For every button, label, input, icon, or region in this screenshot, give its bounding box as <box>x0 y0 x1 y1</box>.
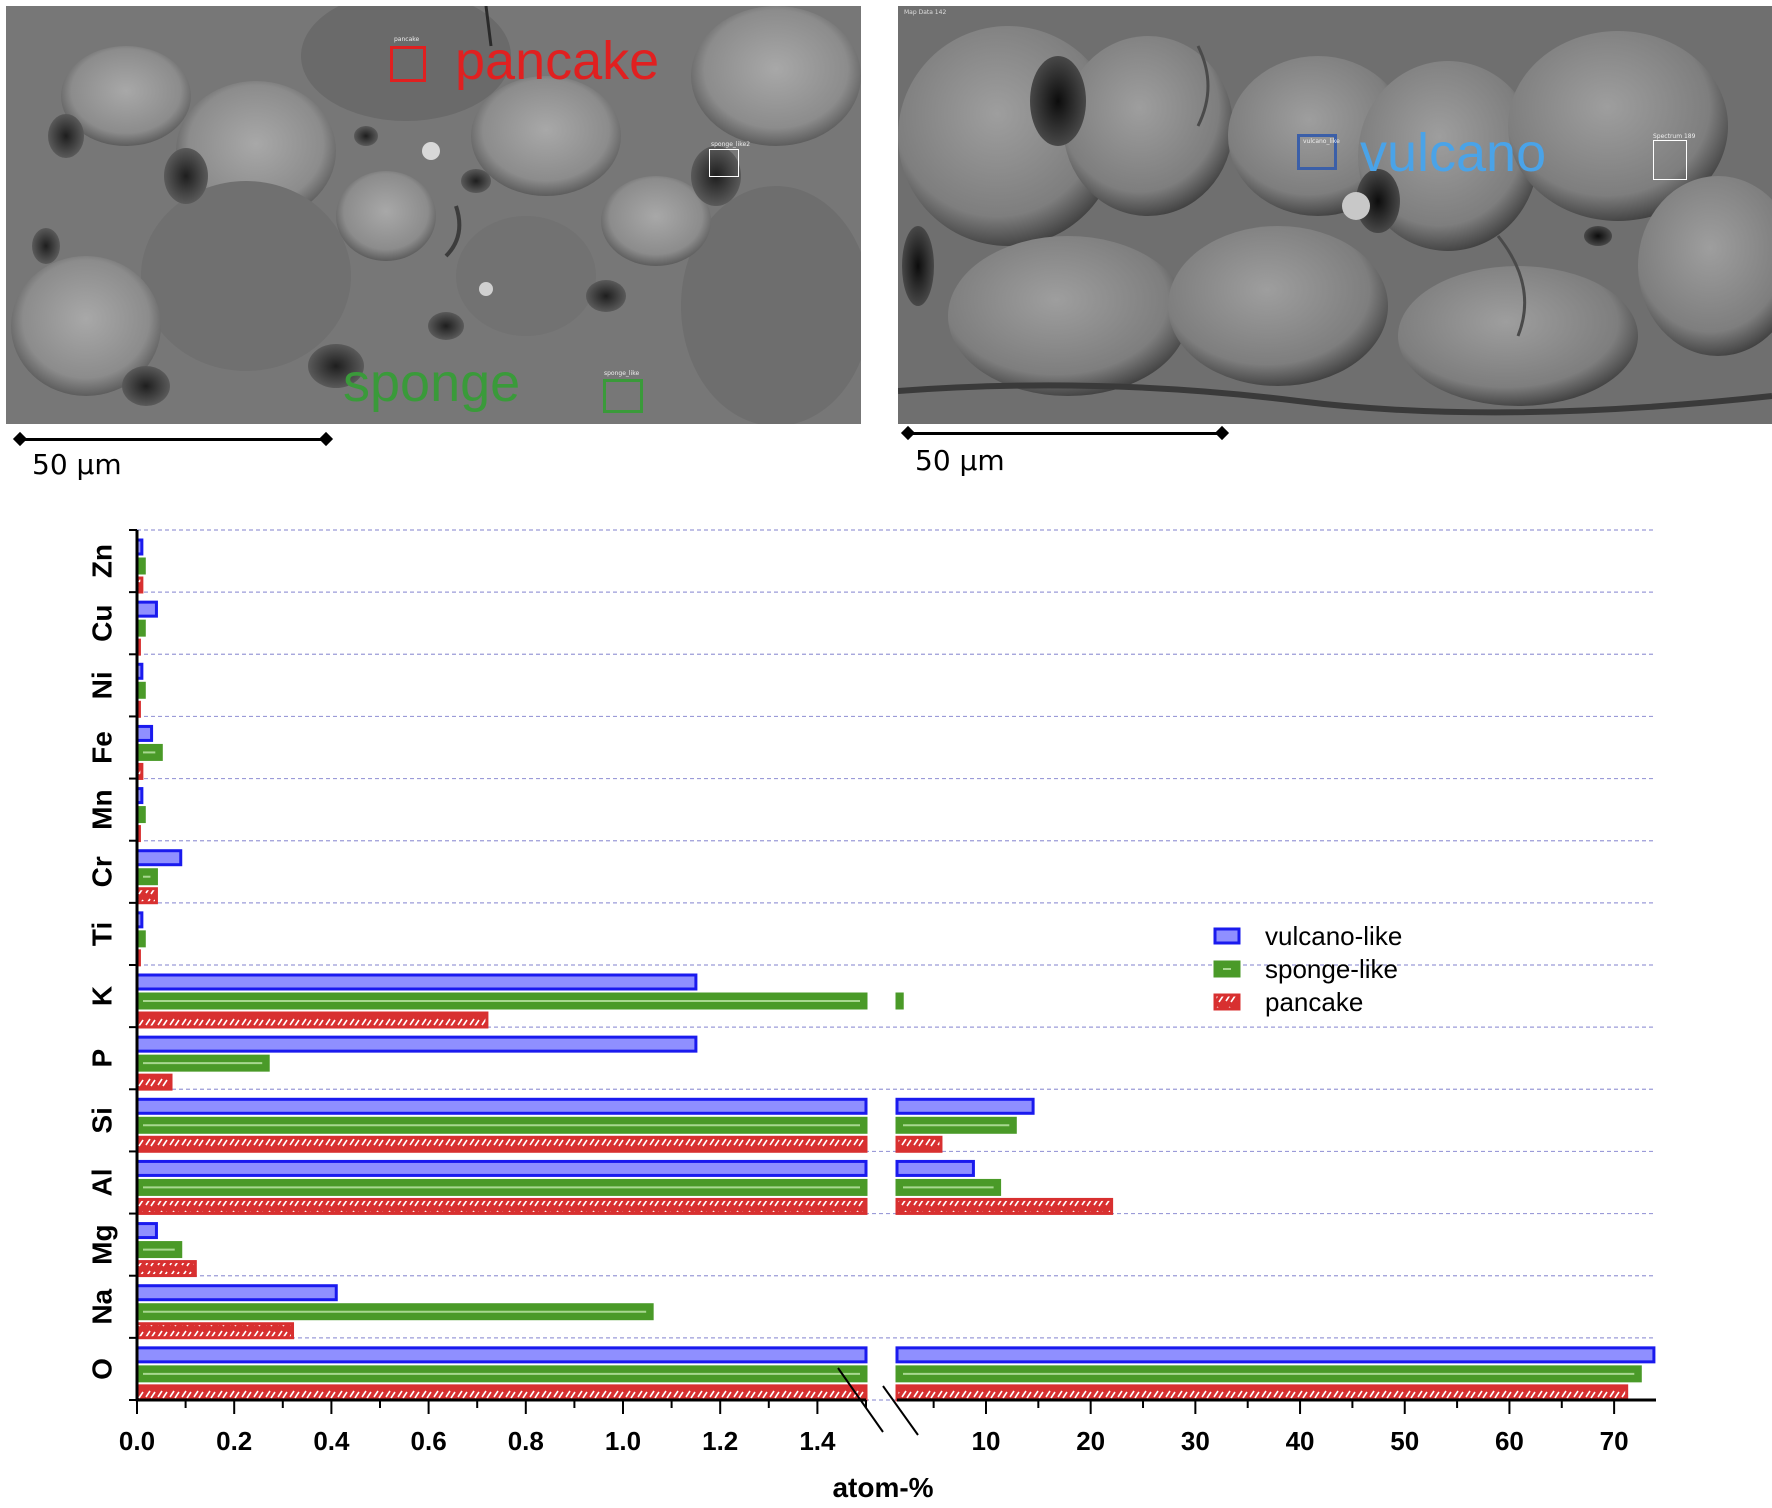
left-scale-bar-label: 50 µm <box>32 448 122 481</box>
sem-micrograph-left: pancake pancake sponge_like sponge spong… <box>6 6 861 424</box>
x-tick-label: 50 <box>1390 1426 1419 1456</box>
bar-pancake-O-cont <box>895 1384 1629 1402</box>
axis-break-mark <box>837 1367 884 1433</box>
bar-pancake-Al-cont <box>895 1197 1114 1215</box>
x-tick-label: 60 <box>1495 1426 1524 1456</box>
category-label: Si <box>86 1107 117 1133</box>
category-label: Na <box>86 1288 117 1324</box>
left-scale-bar <box>20 438 326 441</box>
bar-vulcano-like-K <box>135 973 698 991</box>
sponge-region-label: sponge <box>343 353 521 413</box>
legend-swatch-pancake <box>1213 993 1241 1011</box>
category-label: Cu <box>86 605 117 642</box>
right-scale-bar-label: 50 µm <box>915 444 1005 477</box>
x-tick-label: 20 <box>1076 1426 1105 1456</box>
spectrum-roi-box <box>1653 140 1687 180</box>
category-label: P <box>86 1049 117 1068</box>
legend-label-vulcano-like: vulcano-like <box>1265 921 1402 951</box>
bar-vulcano-like-Si-cont <box>895 1097 1035 1115</box>
x-tick-label: 0.8 <box>508 1426 544 1456</box>
x-tick-label: 0.2 <box>216 1426 252 1456</box>
bar-vulcano-like-Na <box>135 1284 338 1302</box>
category-label: Fe <box>86 731 117 764</box>
right-scale-bar-start <box>900 425 916 441</box>
x-tick-label: 1.0 <box>605 1426 641 1456</box>
x-tick-label: 40 <box>1286 1426 1315 1456</box>
legend-label-sponge-like: sponge-like <box>1265 954 1398 984</box>
bar-vulcano-like-O <box>135 1346 868 1364</box>
category-label: Ni <box>86 671 117 699</box>
sponge2-roi-label: sponge_like2 <box>711 141 751 148</box>
sem-texture-left <box>6 6 861 424</box>
x-tick-label: 10 <box>972 1426 1001 1456</box>
category-label: Al <box>86 1169 117 1197</box>
category-label: Mg <box>86 1224 117 1264</box>
category-label: Zn <box>86 544 117 578</box>
right-map-label: Map Data 142 <box>904 9 947 16</box>
bar-pancake-Mg <box>135 1260 197 1278</box>
bar-pancake-K <box>135 1011 489 1029</box>
left-scale-bar-start <box>12 431 28 447</box>
bar-pancake-Cr <box>135 887 158 905</box>
bar-vulcano-like-Cu <box>135 600 158 618</box>
bar-vulcano-like-P <box>135 1035 698 1053</box>
axis-break-mark <box>882 1385 919 1436</box>
bar-vulcano-like-Al <box>135 1159 868 1177</box>
bar-vulcano-like-Fe <box>135 724 154 742</box>
x-tick-label: 30 <box>1181 1426 1210 1456</box>
bar-vulcano-like-Si <box>135 1097 868 1115</box>
vulcano-roi-label: vulcano_like <box>1303 138 1340 145</box>
bar-pancake-Si <box>135 1135 868 1153</box>
sem-texture-right <box>898 6 1772 424</box>
pancake-roi-label: pancake <box>394 36 420 43</box>
x-tick-label: 1.2 <box>702 1426 738 1456</box>
vulcano-roi-box <box>1297 134 1337 170</box>
x-axis-title: atom-% <box>832 1472 933 1503</box>
legend-label-pancake: pancake <box>1265 987 1363 1017</box>
bar-vulcano-like-Cr <box>135 849 183 867</box>
bar-pancake-O <box>135 1384 868 1402</box>
category-label: O <box>86 1358 117 1380</box>
pancake-region-label: pancake <box>455 31 660 91</box>
x-tick-label: 70 <box>1600 1426 1629 1456</box>
x-tick-label: 0.6 <box>411 1426 447 1456</box>
x-tick-label: 1.4 <box>799 1426 836 1456</box>
x-tick-label: 0.0 <box>119 1426 155 1456</box>
bar-sponge-like-K-cont <box>895 992 904 1010</box>
sem-micrograph-right: Map Data 142 vulcano_like vulcano Spectr… <box>898 6 1772 424</box>
category-label: Ti <box>86 922 117 946</box>
right-scale-bar <box>908 432 1222 435</box>
bar-pancake-Al <box>135 1197 868 1215</box>
bar-vulcano-like-O-cont <box>895 1346 1656 1364</box>
bar-pancake-P <box>135 1073 173 1091</box>
category-label: Cr <box>86 856 117 887</box>
sponge2-roi-box <box>709 149 739 177</box>
element-composition-chart: Zn Cu Ni Fe Mn Cr Ti K P Si Al Mg Na O 0.0 0.2 0.4 0.6 0.8… <box>86 529 1656 1503</box>
bar-pancake-Na <box>135 1322 295 1340</box>
category-label: Mn <box>86 789 117 829</box>
spectrum-roi-label: Spectrum 189 <box>1653 133 1696 140</box>
vulcano-region-label: vulcano <box>1360 123 1547 183</box>
x-tick-label: 0.4 <box>313 1426 350 1456</box>
bar-vulcano-like-Al-cont <box>895 1159 975 1177</box>
pancake-roi-box <box>390 46 426 82</box>
sponge-roi-box <box>603 379 643 413</box>
legend-swatch-vulcano-like <box>1213 927 1241 945</box>
category-label: K <box>86 986 117 1006</box>
bar-pancake-Si-cont <box>895 1135 943 1153</box>
sponge-roi-label: sponge_like <box>604 370 640 377</box>
left-scale-bar-end <box>318 431 334 447</box>
right-scale-bar-end <box>1214 425 1230 441</box>
bar-vulcano-like-Mg <box>135 1222 158 1240</box>
